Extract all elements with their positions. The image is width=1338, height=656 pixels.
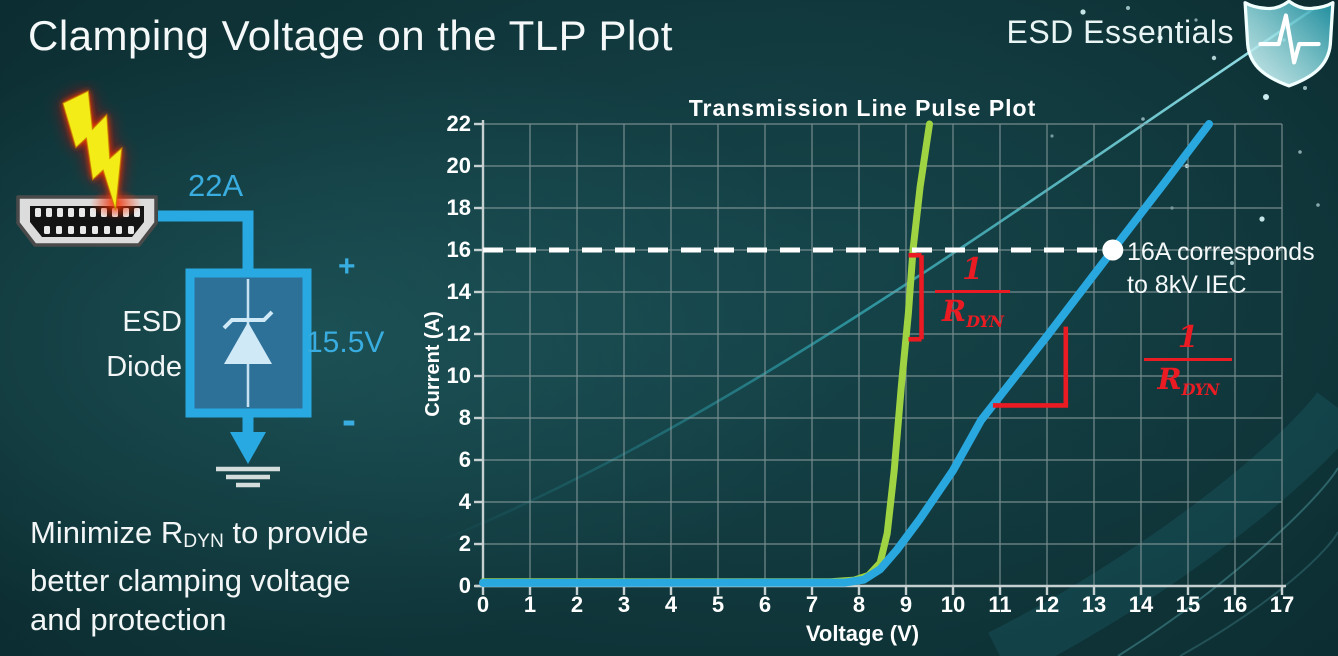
tlp-chart: Transmission Line Pulse Plot 0 2 4 6 8 10 12 14…	[422, 95, 1338, 656]
esd-circuit-diagram: 22A + 15.5V - ESD Diode	[0, 80, 440, 540]
circuit-drawing	[16, 90, 312, 488]
rdyn-fraction-blue: 1 RDYN	[1144, 323, 1232, 398]
page-title: Clamping Voltage on the TLP Plot	[28, 12, 673, 59]
shield-pulse-icon	[1243, 0, 1335, 88]
esd-diode-box	[185, 268, 312, 418]
rdyn-fraction-green: 1 RDYN	[935, 255, 1010, 330]
minus-label: -	[342, 396, 356, 443]
brand: ESD Essentials	[978, 0, 1338, 92]
rdyn-subscript: DYN	[183, 531, 224, 553]
plot-canvas	[474, 120, 1286, 595]
reference-annotation: 16A corresponds to 8kV IEC	[1127, 238, 1315, 299]
ground-icon	[216, 413, 280, 488]
zener-diode-icon	[222, 279, 274, 407]
device-label: ESD Diode	[106, 306, 182, 383]
plus-label: +	[338, 250, 356, 283]
x-axis-label: Voltage (V)	[805, 621, 920, 646]
lightning-icon	[62, 90, 123, 211]
clamp-voltage-label: 15.5V	[306, 326, 385, 359]
chart-title: Transmission Line Pulse Plot	[688, 95, 1037, 121]
wire	[158, 210, 254, 276]
brand-label: ESD Essentials	[1006, 14, 1234, 50]
surge-current-label: 22A	[188, 168, 244, 203]
caption: Minimize RDYN to provide better clamping…	[30, 515, 369, 638]
